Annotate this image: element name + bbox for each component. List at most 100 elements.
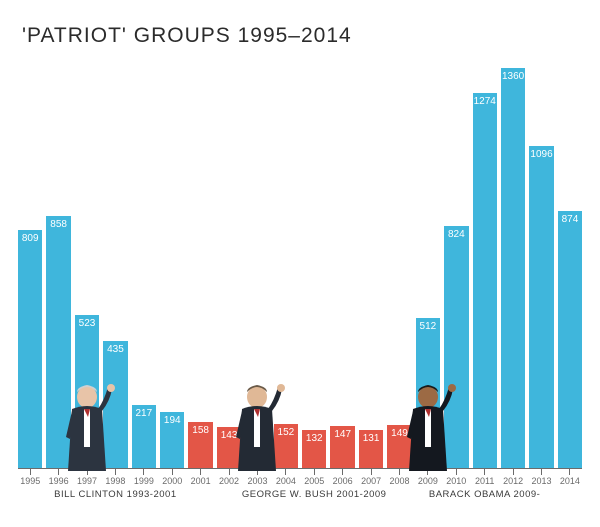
tick-1997: 1997 (75, 469, 99, 487)
bar-col-2010: 824 (444, 56, 468, 469)
bar-1995: 809 (18, 230, 42, 469)
tick-2004: 2004 (274, 469, 298, 487)
bar-value-2002: 143 (221, 430, 238, 441)
bar-1997: 523 (75, 315, 99, 469)
bar-col-2001: 158 (188, 56, 212, 469)
tick-label-1997: 1997 (77, 476, 97, 486)
tick-label-2012: 2012 (503, 476, 523, 486)
bar-1999: 217 (132, 405, 156, 469)
tick-2003: 2003 (245, 469, 269, 487)
bar-col-2000: 194 (160, 56, 184, 469)
bar-col-1999: 217 (132, 56, 156, 469)
bar-2004: 152 (274, 424, 298, 469)
tick-label-2000: 2000 (162, 476, 182, 486)
tick-2006: 2006 (330, 469, 354, 487)
bar-col-2009: 512 (416, 56, 440, 469)
chart-title: 'PATRIOT' GROUPS 1995–2014 (22, 24, 582, 48)
bar-2006: 147 (330, 426, 354, 469)
bar-value-2000: 194 (164, 415, 181, 426)
president-label: BARACK OBAMA 2009- (429, 489, 540, 500)
bar-col-1995: 809 (18, 56, 42, 469)
bar-col-2003: 171 (245, 56, 269, 469)
bar-value-2001: 158 (192, 425, 209, 436)
bar-col-1997: 523 (75, 56, 99, 469)
bar-value-2014: 874 (562, 214, 579, 225)
bar-col-1996: 858 (46, 56, 70, 469)
bar-2005: 132 (302, 430, 326, 469)
tick-label-1999: 1999 (134, 476, 154, 486)
bar-1998: 435 (103, 341, 127, 469)
bar-col-2008: 149 (387, 56, 411, 469)
bar-value-1995: 809 (22, 233, 39, 244)
bar-col-2014: 874 (558, 56, 582, 469)
bar-col-2005: 132 (302, 56, 326, 469)
bar-col-2002: 143 (217, 56, 241, 469)
tick-label-1995: 1995 (20, 476, 40, 486)
bar-value-2003: 171 (249, 422, 266, 433)
bar-col-2012: 1360 (501, 56, 525, 469)
bar-value-2008: 149 (391, 428, 408, 439)
president-label: GEORGE W. BUSH 2001-2009 (242, 489, 387, 500)
bar-2008: 149 (387, 425, 411, 469)
tick-label-2007: 2007 (361, 476, 381, 486)
bar-2014: 874 (558, 211, 582, 469)
bar-value-2006: 147 (334, 429, 351, 440)
bar-2012: 1360 (501, 68, 525, 469)
tick-label-1998: 1998 (105, 476, 125, 486)
bar-2013: 1096 (529, 146, 553, 469)
tick-1999: 1999 (132, 469, 156, 487)
bar-col-2011: 1274 (473, 56, 497, 469)
bar-value-1999: 217 (135, 408, 152, 419)
bar-value-2010: 824 (448, 229, 465, 240)
tick-label-2008: 2008 (389, 476, 409, 486)
bar-value-2009: 512 (420, 321, 437, 332)
bar-col-1998: 435 (103, 56, 127, 469)
bar-col-2013: 1096 (529, 56, 553, 469)
tick-2002: 2002 (217, 469, 241, 487)
tick-2005: 2005 (302, 469, 326, 487)
bar-value-2004: 152 (278, 427, 295, 438)
bar-col-2007: 131 (359, 56, 383, 469)
tick-1996: 1996 (46, 469, 70, 487)
tick-2014: 2014 (558, 469, 582, 487)
bar-value-1997: 523 (79, 318, 96, 329)
tick-label-2005: 2005 (304, 476, 324, 486)
tick-2007: 2007 (359, 469, 383, 487)
bar-col-2006: 147 (330, 56, 354, 469)
president-label: BILL CLINTON 1993-2001 (54, 489, 176, 500)
bar-value-1996: 858 (50, 219, 67, 230)
tick-2013: 2013 (529, 469, 553, 487)
tick-label-2014: 2014 (560, 476, 580, 486)
tick-label-2004: 2004 (276, 476, 296, 486)
tick-label-2002: 2002 (219, 476, 239, 486)
x-ticks: 1995 1996 1997 1998 1999 2000 2001 2002 2003 2004… (18, 469, 582, 487)
chart-area: 809 858 523 435 217 194 158 143 171 152 132 147 131 1… (18, 56, 582, 469)
bar-2010: 824 (444, 226, 468, 469)
tick-label-2011: 2011 (475, 476, 494, 486)
bar-value-2007: 131 (363, 433, 380, 444)
bar-value-1998: 435 (107, 344, 124, 355)
tick-label-2010: 2010 (446, 476, 466, 486)
bar-2000: 194 (160, 412, 184, 469)
bar-2007: 131 (359, 430, 383, 469)
tick-2000: 2000 (160, 469, 184, 487)
tick-label-2003: 2003 (247, 476, 267, 486)
bar-2003: 171 (245, 419, 269, 469)
bar-value-2013: 1096 (530, 149, 552, 160)
bar-value-2005: 132 (306, 433, 323, 444)
tick-2009: 2009 (416, 469, 440, 487)
bar-2002: 143 (217, 427, 241, 469)
bar-2011: 1274 (473, 93, 497, 469)
tick-label-1996: 1996 (49, 476, 69, 486)
tick-label-2009: 2009 (418, 476, 438, 486)
president-row: BILL CLINTON 1993-2001 GEORGE W. BUSH 200… (18, 489, 582, 505)
tick-2008: 2008 (387, 469, 411, 487)
tick-2001: 2001 (188, 469, 212, 487)
bar-value-2012: 1360 (502, 71, 524, 82)
tick-2011: 2011 (473, 469, 497, 487)
tick-1995: 1995 (18, 469, 42, 487)
bar-2001: 158 (188, 422, 212, 469)
bar-col-2004: 152 (274, 56, 298, 469)
tick-1998: 1998 (103, 469, 127, 487)
bars-container: 809 858 523 435 217 194 158 143 171 152 132 147 131 1… (18, 56, 582, 469)
